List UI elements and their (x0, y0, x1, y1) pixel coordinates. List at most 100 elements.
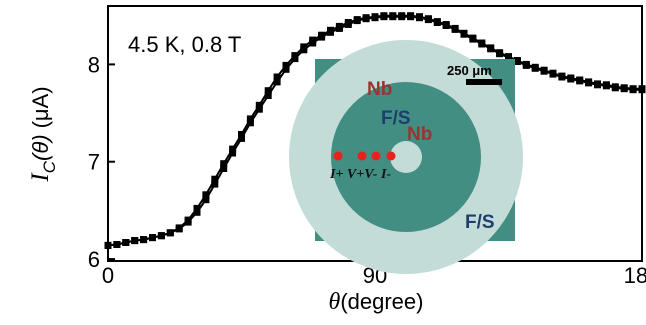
inset-outer-ring (289, 40, 523, 274)
inset-label-fs-inner: F/S (381, 108, 411, 129)
data-point (211, 180, 219, 188)
data-point (460, 30, 468, 38)
data-point (131, 237, 139, 245)
data-point (344, 21, 352, 28)
y-axis-symbol: I (27, 172, 54, 183)
data-point (469, 35, 477, 43)
data-point (638, 86, 646, 94)
data-point (576, 77, 584, 85)
y-tick-label: 7 (88, 150, 100, 175)
condition-annotation: 4.5 K, 0.8 T (128, 32, 241, 57)
data-point (620, 85, 628, 93)
data-point (211, 175, 219, 183)
data-point (389, 13, 397, 21)
x-tick-label: 180 (624, 263, 646, 288)
data-point (371, 14, 379, 22)
probe-labels: I+ V+V- I- (329, 167, 391, 182)
data-point (229, 149, 237, 157)
data-point (362, 15, 370, 23)
series-2 (104, 13, 646, 249)
probe-dot-v-minus (371, 151, 381, 161)
data-point (300, 46, 308, 54)
data-point (166, 229, 174, 237)
data-point (433, 19, 441, 26)
data-point (531, 64, 539, 72)
data-point (380, 13, 388, 21)
probe-dot-v-plus (357, 151, 367, 161)
data-point (255, 101, 263, 109)
y-axis-title: IC(θ) (μA) (27, 86, 59, 182)
data-point (522, 61, 530, 69)
inset-inner-disk (390, 141, 422, 173)
data-point (246, 119, 254, 127)
data-point (496, 50, 504, 58)
data-series (104, 12, 646, 249)
x-axis-unit: (degree) (340, 289, 423, 314)
data-point (327, 28, 334, 36)
data-point (149, 234, 156, 242)
data-point (193, 208, 201, 216)
data-point (282, 61, 290, 69)
data-point (282, 65, 290, 73)
data-point (424, 16, 432, 24)
data-point (140, 236, 148, 244)
data-point (442, 22, 450, 29)
inset-micrograph: 250 μm Nb F/S Nb F/S I+ V+V- I- (289, 40, 523, 274)
data-point (451, 25, 459, 33)
data-point (220, 165, 228, 172)
data-point (238, 131, 245, 138)
data-point (184, 218, 192, 226)
data-point (398, 13, 406, 21)
scale-bar-label: 250 μm (447, 63, 492, 78)
probe-dot-i-minus (386, 151, 396, 161)
probe-dot-i-plus (333, 151, 343, 161)
data-point (122, 239, 130, 246)
y-axis-argument: (θ) (28, 134, 53, 161)
data-point (193, 204, 201, 212)
data-point (513, 58, 521, 65)
data-point (202, 191, 210, 199)
svg-text:IC(θ)(μA): IC(θ) (μA) (27, 86, 59, 182)
data-point (318, 33, 326, 41)
data-point (549, 70, 557, 78)
data-point (416, 14, 423, 22)
y-tick-label: 6 (88, 247, 100, 272)
data-point (487, 45, 495, 53)
scale-bar (466, 79, 502, 85)
data-point (585, 79, 593, 87)
data-point (229, 145, 237, 153)
data-point (104, 241, 112, 249)
data-point (602, 82, 610, 90)
data-point (220, 160, 228, 168)
data-point (505, 54, 512, 62)
data-point (567, 75, 575, 83)
data-point (202, 196, 210, 204)
y-tick-label: 8 (88, 52, 100, 77)
data-point (175, 225, 183, 233)
inset-label-nb-outer: Nb (367, 79, 392, 100)
data-point (629, 86, 637, 94)
data-point (335, 24, 343, 32)
data-point (478, 40, 486, 48)
data-point (353, 17, 361, 25)
data-point (157, 232, 165, 240)
y-axis-subscript: C (40, 160, 59, 173)
data-point (264, 92, 272, 99)
x-axis-title: θ(degree) (329, 289, 424, 315)
data-point (309, 39, 317, 47)
data-point (273, 78, 281, 86)
data-point (264, 87, 272, 95)
inset-label-fs-outer: F/S (465, 212, 495, 233)
data-point (558, 73, 566, 81)
data-point (238, 134, 245, 142)
inset-label-nb-inner: Nb (407, 124, 432, 145)
data-point (255, 105, 263, 113)
x-axis-symbol: θ (329, 289, 341, 315)
data-point (611, 84, 619, 92)
data-point (540, 67, 548, 75)
data-point (291, 55, 299, 63)
data-point (594, 81, 601, 89)
data-point (407, 13, 415, 21)
data-point (246, 115, 254, 123)
